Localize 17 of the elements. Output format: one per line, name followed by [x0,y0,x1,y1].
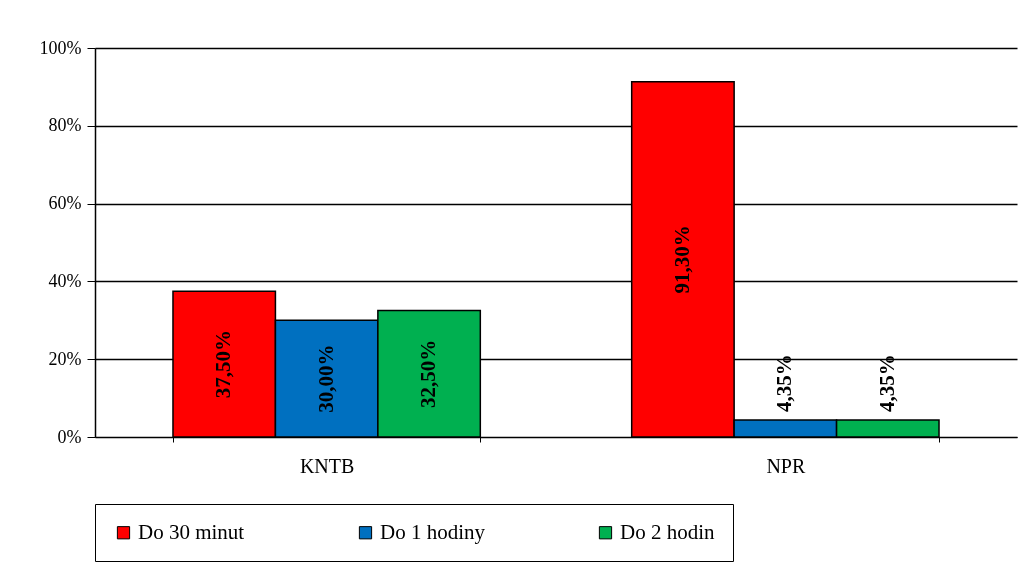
data-label: 37,50% [211,329,236,399]
x-tick-label: NPR [766,454,806,477]
legend-label: Do 2 hodin [620,519,715,544]
y-tick-label: 80% [48,115,82,136]
legend-label: Do 30 minut [138,519,245,544]
data-label: 4,35% [772,354,797,413]
data-label: 91,30% [669,225,694,294]
y-tick-label: 0% [57,426,82,447]
data-label: 30,00% [313,344,338,413]
y-tick-label: 40% [48,270,82,291]
x-tick-label: KNTB [299,454,355,477]
legend-label: Do 1 hodiny [380,519,486,544]
y-tick-label: 60% [48,193,82,214]
y-tick-label: 100% [39,37,82,58]
data-label: 32,50% [416,339,441,408]
data-label: 4,35% [874,354,899,413]
y-tick-label: 20% [48,348,82,369]
